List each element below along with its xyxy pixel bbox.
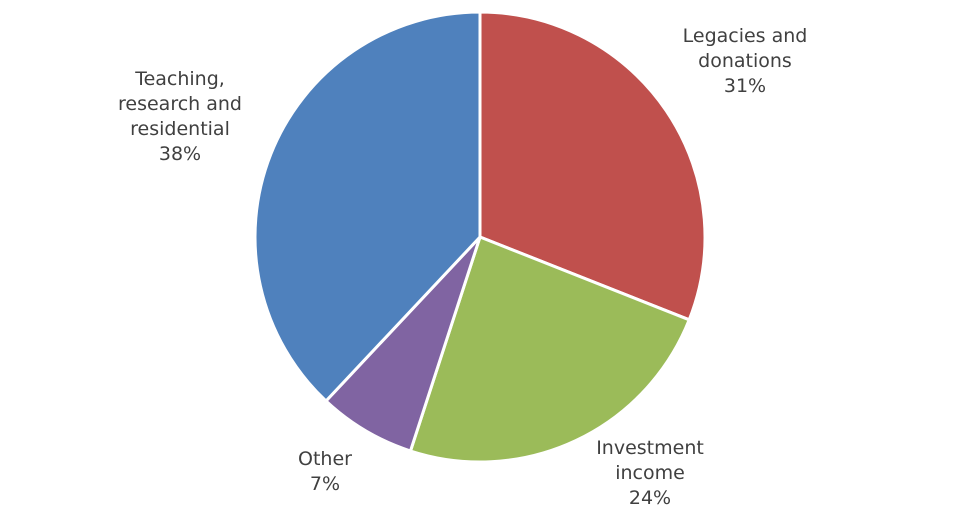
pie-slice-teaching-research-and-residential <box>253 10 482 403</box>
label-legacies-and-donations: Legacies and donations 31% <box>682 25 808 97</box>
label-investment-income: Investment income 24% <box>596 437 704 509</box>
pie-slice-investment-income <box>408 235 691 464</box>
pie-slice-legacies-and-donations <box>478 10 707 322</box>
label-other: Other 7% <box>298 448 352 495</box>
label-teaching-research-residential: Teaching, research and residential 38% <box>118 68 242 165</box>
